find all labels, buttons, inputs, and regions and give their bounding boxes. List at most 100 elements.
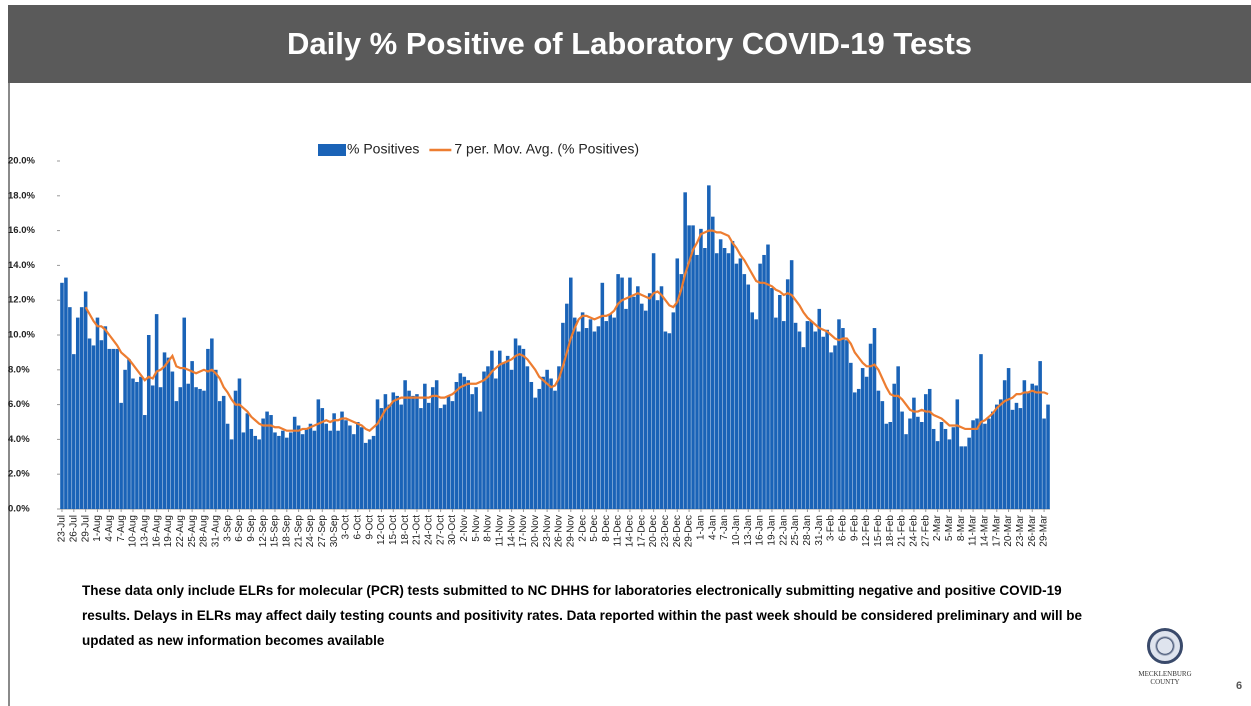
bar	[95, 317, 100, 509]
x-tick-label: 17-Mar	[991, 514, 1002, 546]
bar	[805, 321, 810, 509]
bar	[470, 394, 474, 509]
bar	[872, 328, 877, 509]
bar	[486, 366, 490, 509]
x-tick-label: 29-Dec	[684, 515, 695, 547]
x-tick-label: 10-Jan	[731, 515, 742, 546]
bar	[707, 185, 711, 510]
bar	[888, 422, 893, 509]
y-tick-label: 12.0%	[8, 295, 35, 306]
x-tick-label: 15-Oct	[388, 515, 399, 545]
bar	[809, 321, 814, 509]
bar	[261, 418, 265, 509]
bar	[154, 314, 159, 509]
bar	[963, 446, 967, 509]
y-tick-label: 6.0%	[8, 399, 30, 410]
bar	[83, 291, 88, 509]
x-tick-label: 16-Aug	[151, 515, 162, 547]
bar	[576, 331, 581, 509]
x-tick-label: 6-Feb	[838, 515, 849, 542]
bar	[785, 279, 790, 509]
bar	[332, 413, 336, 509]
bar	[505, 355, 510, 509]
x-tick-label: 15-Feb	[873, 515, 884, 547]
bar	[904, 434, 908, 509]
bar	[797, 331, 802, 509]
x-tick-label: 11-Nov	[494, 515, 505, 547]
bar	[935, 441, 940, 509]
footnote: These data only include ELRs for molecul…	[82, 578, 1082, 653]
bar	[103, 326, 108, 509]
bar	[545, 369, 549, 509]
bar	[229, 439, 234, 509]
y-tick-label: 10.0%	[8, 330, 35, 341]
bar	[150, 385, 155, 509]
bar	[482, 371, 486, 509]
bar	[683, 192, 687, 509]
x-tick-label: 18-Oct	[400, 515, 411, 545]
x-tick-label: 15-Sep	[270, 515, 281, 548]
bar	[849, 362, 853, 509]
x-tick-label: 12-Feb	[861, 515, 872, 547]
bar	[438, 408, 443, 509]
x-tick-label: 14-Mar	[980, 514, 991, 546]
x-tick-label: 27-Feb	[920, 515, 931, 547]
bar	[395, 395, 400, 509]
bar	[513, 338, 518, 509]
bar	[64, 277, 68, 509]
bar	[710, 216, 715, 509]
bar	[746, 284, 751, 509]
x-tick-label: 26-Mar	[1027, 514, 1038, 546]
x-tick-label: 26-Dec	[672, 515, 683, 547]
bar	[316, 399, 321, 509]
bar	[143, 415, 147, 509]
x-tick-label: 10-Aug	[128, 515, 139, 547]
bar	[300, 434, 305, 509]
bar	[225, 423, 230, 509]
bar	[166, 357, 171, 509]
legend-label: 7 per. Mov. Avg. (% Positives)	[454, 141, 639, 157]
bar	[411, 395, 415, 509]
bar	[939, 422, 944, 509]
x-tick-label: 14-Nov	[506, 515, 517, 547]
bar	[521, 348, 526, 509]
bar	[265, 411, 269, 509]
bar	[375, 399, 380, 509]
bar	[837, 319, 841, 509]
bar	[178, 387, 183, 509]
bar	[868, 343, 873, 509]
x-tick-label: 9-Sep	[246, 515, 257, 542]
x-tick-label: 29-Jul	[80, 515, 91, 542]
bar	[738, 258, 743, 509]
bar	[793, 322, 798, 509]
bar	[841, 328, 845, 509]
bar	[206, 348, 210, 509]
bar	[596, 326, 601, 509]
bar	[91, 345, 96, 509]
bar	[257, 439, 261, 509]
bar	[821, 336, 825, 509]
chart-title: Daily % Positive of Laboratory COVID-19 …	[286, 26, 973, 61]
y-tick-label: 0.0%	[8, 504, 30, 515]
bar	[344, 420, 348, 509]
x-tick-label: 30-Sep	[329, 515, 340, 548]
bar	[529, 381, 534, 509]
bar	[813, 331, 818, 509]
bar	[490, 350, 494, 509]
x-tick-label: 5-Dec	[589, 515, 600, 542]
bar	[320, 408, 325, 509]
bar	[1010, 409, 1015, 509]
bar	[423, 383, 427, 509]
bar	[446, 395, 451, 509]
bar	[943, 428, 948, 509]
bar	[994, 404, 999, 509]
bar	[383, 394, 388, 509]
bar	[387, 404, 392, 509]
bar	[415, 394, 419, 509]
bar	[198, 388, 202, 509]
x-tick-label: 13-Aug	[139, 515, 150, 547]
slide-frame	[8, 83, 10, 706]
x-tick-label: 13-Jan	[743, 515, 754, 546]
x-tick-label: 23-Jul	[57, 515, 68, 542]
x-tick-label: 27-Sep	[317, 515, 328, 548]
